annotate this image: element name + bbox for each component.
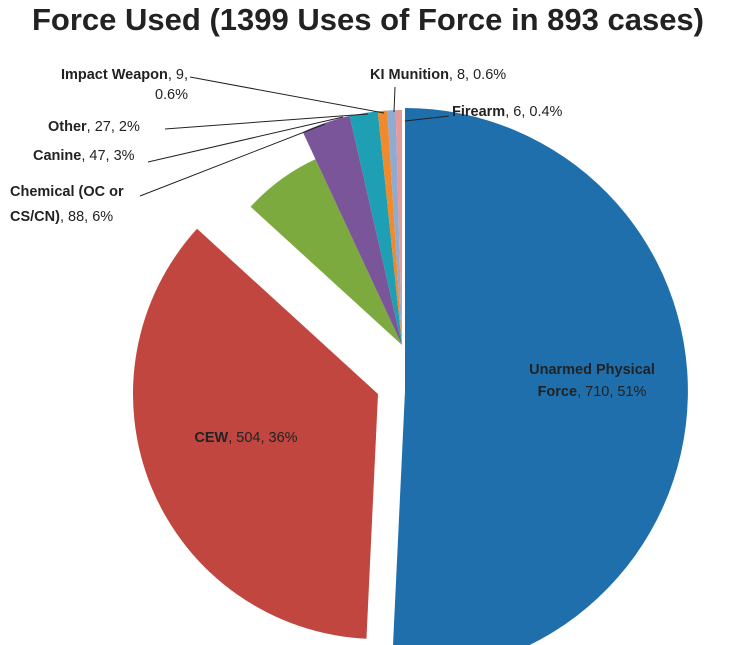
leader-line-canine — [147, 116, 344, 163]
pie-slice-cew — [132, 228, 378, 639]
data-label-other: Other, 27, 2% — [48, 119, 140, 135]
leader-line-impact-weapon — [189, 76, 385, 114]
pie-slice-canine — [302, 115, 402, 346]
pie-slice-impact-weapon — [377, 110, 402, 346]
pie-slice-other — [349, 111, 402, 345]
data-label-canine: Canine, 47, 3% — [33, 148, 135, 164]
pie-slice-firearm — [395, 110, 402, 345]
data-label-firearm: Firearm, 6, 0.4% — [452, 104, 563, 120]
pie-slice-unarmed-physical-force — [393, 108, 688, 645]
pie-slice-ki-munition — [387, 110, 402, 345]
leader-line-chemical-oc-or-cs-cn — [139, 123, 326, 197]
data-label-ki-munition: KI Munition, 8, 0.6% — [370, 67, 506, 83]
leader-line-firearm — [404, 115, 450, 122]
data-label-chemical-oc-or-cs-cn: Chemical (OC or CS/CN), 88, 6% — [10, 184, 124, 225]
pie-slice-chemical-oc-or-cs-cn — [250, 159, 402, 345]
leader-line-other — [164, 113, 369, 130]
leader-line-ki-munition — [393, 86, 396, 113]
data-label-unarmed-physical-force: Unarmed Physical Force, 710, 51% — [529, 362, 655, 400]
data-label-impact-weapon: Impact Weapon, 9, 0.6% — [61, 67, 188, 103]
data-label-cew: CEW, 504, 36% — [194, 430, 297, 446]
chart-title: Force Used (1399 Uses of Force in 893 ca… — [32, 2, 704, 37]
